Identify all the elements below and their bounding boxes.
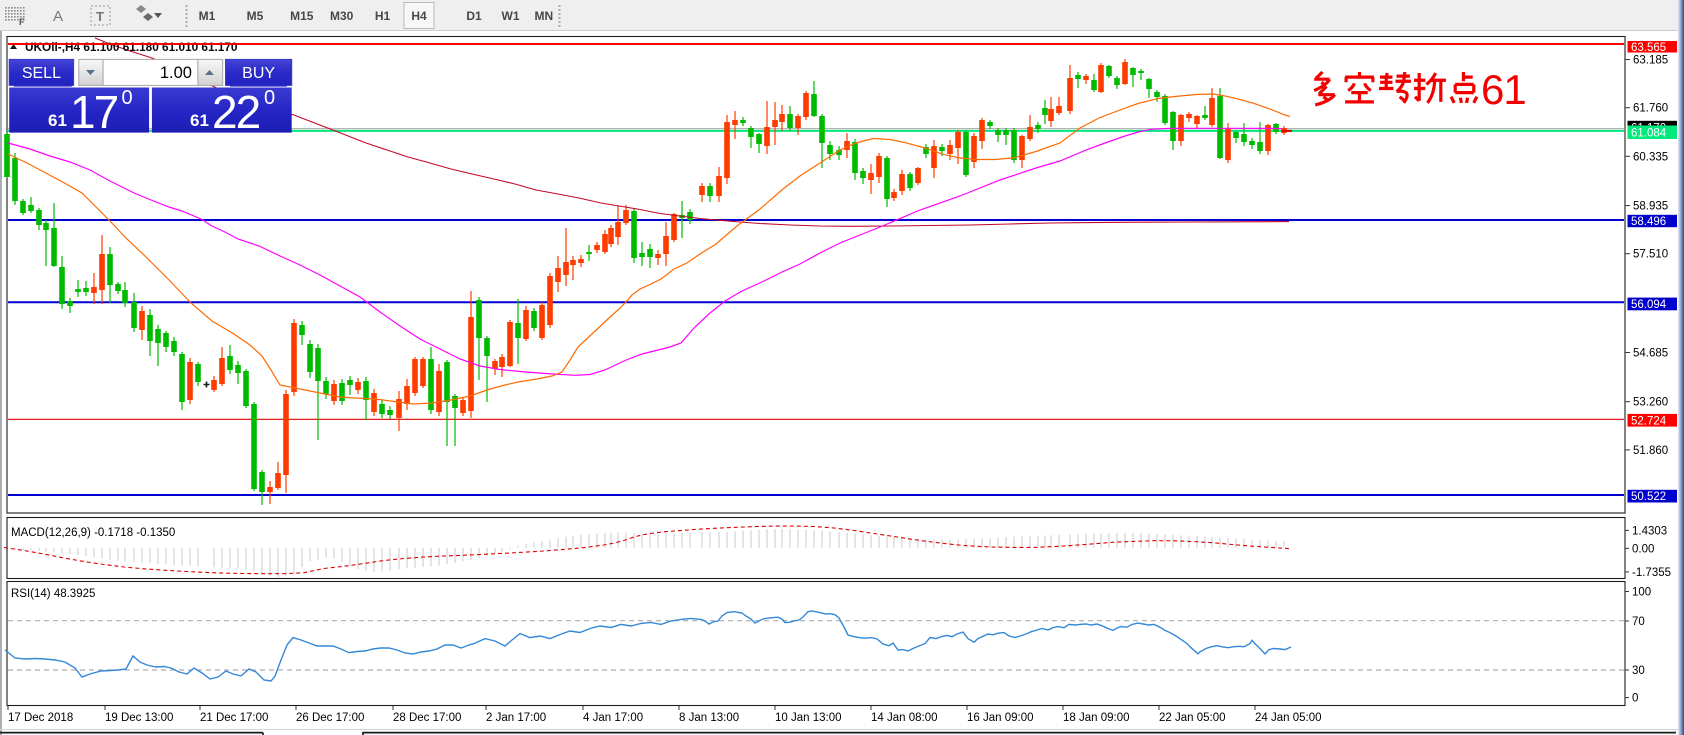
svg-text:52.724: 52.724 [1631, 415, 1667, 427]
svg-text:2 Jan 17:00: 2 Jan 17:00 [486, 712, 546, 724]
svg-text:60.335: 60.335 [1633, 151, 1668, 163]
svg-text:H4: H4 [411, 9, 427, 23]
svg-text:54.685: 54.685 [1633, 348, 1668, 360]
svg-text:4 Jan 17:00: 4 Jan 17:00 [583, 712, 643, 724]
svg-text:57.510: 57.510 [1633, 249, 1668, 261]
svg-text:24 Jan 05:00: 24 Jan 05:00 [1255, 712, 1322, 724]
svg-text:10 Jan 13:00: 10 Jan 13:00 [775, 712, 842, 724]
svg-text:18 Jan 09:00: 18 Jan 09:00 [1063, 712, 1130, 724]
svg-text:M30: M30 [330, 9, 354, 23]
svg-text:61: 61 [1481, 66, 1526, 113]
svg-text:UKOil-,H4 61.100 61.180 61.01: UKOil-,H4 61.100 61.180 61.010 61.170 [25, 40, 238, 54]
svg-text:MACD(12,26,9) -0.1718 -0.1350: MACD(12,26,9) -0.1718 -0.1350 [11, 527, 175, 539]
svg-text:70: 70 [1632, 616, 1645, 628]
svg-text:100: 100 [1632, 587, 1651, 599]
svg-text:22 Jan 05:00: 22 Jan 05:00 [1159, 712, 1226, 724]
svg-text:-1.7355: -1.7355 [1632, 567, 1671, 579]
svg-text:61: 61 [190, 111, 209, 130]
svg-text:51.860: 51.860 [1633, 445, 1668, 457]
svg-text:22: 22 [212, 86, 260, 138]
svg-text:A: A [53, 8, 63, 25]
svg-text:14 Jan 08:00: 14 Jan 08:00 [871, 712, 938, 724]
svg-text:M15: M15 [290, 9, 314, 23]
svg-text:D1: D1 [466, 9, 482, 23]
svg-text:61.760: 61.760 [1633, 103, 1668, 115]
svg-text:F: F [19, 17, 25, 27]
svg-text:58.496: 58.496 [1631, 216, 1666, 228]
svg-text:0: 0 [1632, 693, 1638, 705]
svg-text:1.00: 1.00 [160, 64, 192, 82]
svg-text:17: 17 [70, 86, 118, 138]
svg-text:16 Jan 09:00: 16 Jan 09:00 [967, 712, 1034, 724]
svg-text:BUY: BUY [242, 65, 275, 82]
svg-text:53.260: 53.260 [1633, 397, 1668, 409]
svg-text:0: 0 [264, 87, 275, 109]
svg-text:50.522: 50.522 [1631, 491, 1666, 503]
svg-text:M1: M1 [199, 9, 216, 23]
svg-text:M5: M5 [247, 9, 264, 23]
svg-text:61: 61 [48, 111, 67, 130]
svg-text:56.094: 56.094 [1631, 299, 1667, 311]
svg-text:W1: W1 [502, 9, 520, 23]
svg-text:MN: MN [534, 9, 553, 23]
svg-text:63.185: 63.185 [1633, 55, 1668, 67]
svg-text:61.084: 61.084 [1631, 127, 1667, 139]
svg-text:63.565: 63.565 [1631, 42, 1666, 54]
svg-text:58.935: 58.935 [1633, 201, 1668, 213]
svg-text:RSI(14) 48.3925: RSI(14) 48.3925 [11, 588, 95, 600]
svg-text:30: 30 [1632, 665, 1645, 677]
svg-text:19 Dec 13:00: 19 Dec 13:00 [105, 712, 173, 724]
svg-text:8 Jan 13:00: 8 Jan 13:00 [679, 712, 739, 724]
svg-text:28 Dec 17:00: 28 Dec 17:00 [393, 712, 461, 724]
svg-text:21 Dec 17:00: 21 Dec 17:00 [200, 712, 268, 724]
svg-text:1.4303: 1.4303 [1632, 525, 1667, 537]
svg-text:0: 0 [122, 87, 133, 109]
svg-text:17 Dec 2018: 17 Dec 2018 [8, 712, 73, 724]
svg-text:26 Dec 17:00: 26 Dec 17:00 [296, 712, 364, 724]
svg-text:H1: H1 [375, 9, 391, 23]
svg-text:T: T [96, 9, 104, 24]
svg-text:0.00: 0.00 [1632, 543, 1654, 555]
svg-text:SELL: SELL [22, 65, 61, 82]
